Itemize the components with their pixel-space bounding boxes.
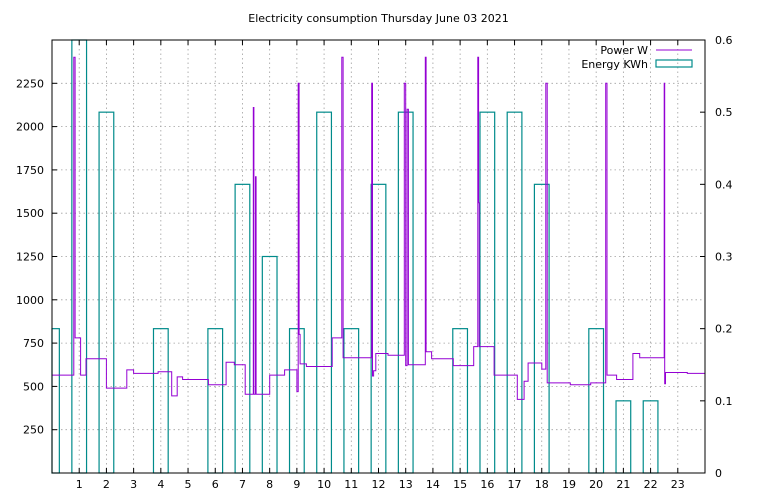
x-tick-label: 6	[212, 478, 219, 491]
x-tick-label: 22	[644, 478, 658, 491]
y-tick-label: 2250	[16, 77, 44, 90]
power-line-layer	[52, 56, 705, 400]
x-tick-label: 12	[372, 478, 386, 491]
legend: Power W Energy KWh	[581, 44, 693, 71]
axis-ticks: 1 2 3 4 5 6 7 8 9 10 11 12 13 14 15 16 17 18 19 20 21 22 23250…	[16, 34, 733, 491]
x-tick-label: 13	[399, 478, 413, 491]
y-tick-label: 750	[23, 337, 44, 350]
y2-tick-label: 0.4	[715, 178, 733, 191]
legend-energy-label: Energy KWh	[581, 58, 648, 71]
x-tick-label: 2	[103, 478, 110, 491]
x-tick-label: 8	[266, 478, 273, 491]
y-tick-label: 500	[23, 380, 44, 393]
y2-tick-label: 0	[715, 467, 722, 480]
x-tick-label: 17	[508, 478, 522, 491]
y-tick-label: 1250	[16, 251, 44, 264]
y2-tick-label: 0.3	[715, 251, 733, 264]
y-tick-label: 1750	[16, 164, 44, 177]
y2-tick-label: 0.1	[715, 395, 733, 408]
x-tick-label: 11	[344, 478, 358, 491]
x-tick-label: 14	[426, 478, 440, 491]
energy-box	[51, 328, 60, 474]
x-tick-label: 16	[480, 478, 494, 491]
x-tick-label: 19	[562, 478, 576, 491]
y-tick-label: 250	[23, 424, 44, 437]
x-tick-label: 18	[535, 478, 549, 491]
y2-tick-label: 0.6	[715, 34, 733, 47]
legend-power-label: Power W	[600, 44, 648, 57]
x-tick-label: 7	[239, 478, 246, 491]
x-tick-label: 15	[453, 478, 467, 491]
x-tick-label: 9	[293, 478, 300, 491]
y2-tick-label: 0.2	[715, 323, 733, 336]
y2-tick-label: 0.5	[715, 106, 733, 119]
x-tick-label: 5	[185, 478, 192, 491]
x-tick-label: 21	[616, 478, 630, 491]
x-tick-label: 23	[671, 478, 685, 491]
x-tick-label: 3	[130, 478, 137, 491]
power-line	[52, 56, 705, 400]
legend-energy-swatch	[655, 59, 693, 68]
x-tick-label: 1	[76, 478, 83, 491]
chart-title: Electricity consumption Thursday June 03…	[248, 12, 508, 25]
y-tick-label: 1500	[16, 207, 44, 220]
x-tick-label: 4	[157, 478, 164, 491]
y-tick-label: 2000	[16, 121, 44, 134]
x-tick-label: 20	[589, 478, 603, 491]
y-tick-label: 1000	[16, 294, 44, 307]
x-tick-label: 10	[317, 478, 331, 491]
